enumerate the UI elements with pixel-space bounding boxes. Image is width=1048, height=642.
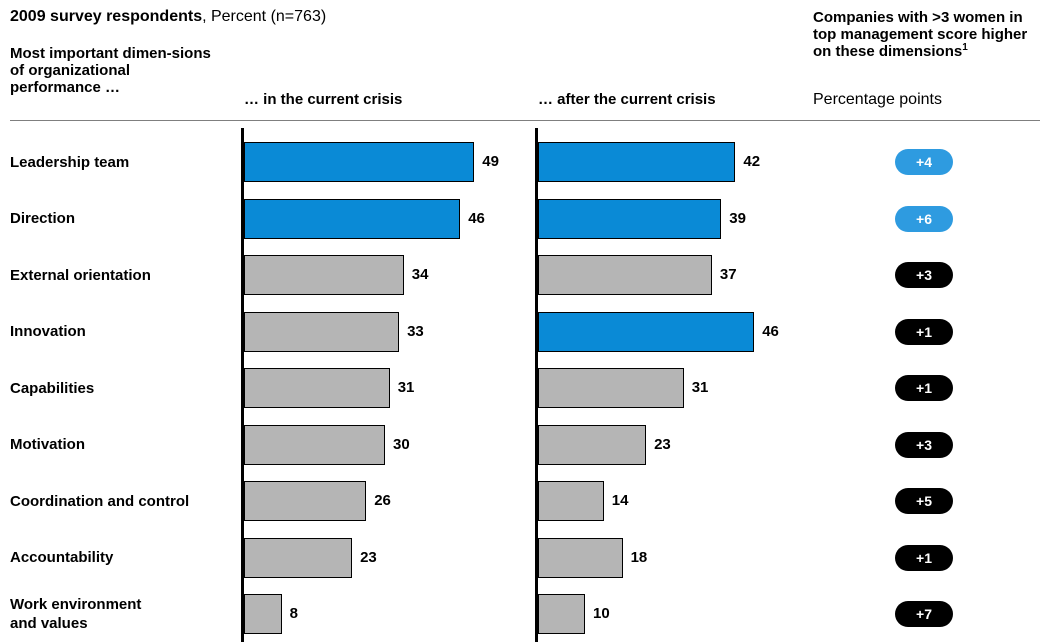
value-label-after: 23: [654, 435, 671, 453]
bar-current-crisis: [244, 142, 475, 182]
value-label-current: 34: [411, 266, 429, 283]
difference-badge: +3: [895, 431, 953, 458]
row-label: Motivation: [10, 435, 235, 454]
bar-after-crisis: [538, 255, 712, 295]
bar-current-crisis: [244, 594, 282, 634]
value-label-current: 46: [468, 209, 485, 227]
bar-current-crisis: [244, 424, 385, 465]
bar-after-crisis: [538, 424, 647, 465]
current-crisis-header: … in the current crisis: [244, 91, 403, 108]
row-label: Direction: [10, 209, 235, 228]
value-label-current: 31: [397, 379, 415, 396]
bar-after-crisis: [538, 311, 755, 352]
value-label-current: 30: [393, 435, 410, 453]
row-label-line: Innovation: [10, 323, 86, 340]
bar-after-crisis: [538, 198, 722, 239]
units-label: Percentage points: [813, 91, 942, 108]
bar-current-crisis: [244, 311, 400, 352]
bar-current-crisis: [244, 255, 404, 295]
companies-header-text: Companies with >3 women in top managemen…: [813, 9, 1028, 60]
bar-after-crisis: [538, 142, 736, 182]
after-crisis-header: … after the current crisis: [538, 91, 716, 108]
row-label-line: Motivation: [10, 436, 85, 453]
value-label-after: 46: [762, 322, 779, 340]
row-label-line: Capabilities: [10, 379, 95, 397]
value-label-after: 18: [630, 548, 648, 566]
bar-current-crisis: [244, 368, 390, 408]
axis-current: [241, 128, 244, 642]
bar-after-crisis: [538, 537, 623, 578]
difference-badge: +7: [895, 601, 953, 627]
difference-badge: +1: [895, 544, 953, 571]
bar-current-crisis: [244, 537, 353, 578]
title-rest: , Percent (n=763): [202, 8, 327, 25]
value-label-after: 31: [691, 379, 709, 396]
value-label-current: 33: [407, 322, 424, 340]
difference-badge: +5: [895, 488, 953, 514]
bar-current-crisis: [244, 481, 367, 521]
row-label: External orientation: [10, 266, 235, 285]
bar-after-crisis: [538, 594, 585, 634]
bar-current-crisis: [244, 198, 461, 239]
bar-after-crisis: [538, 368, 684, 408]
difference-badge: +1: [895, 375, 953, 401]
row-label: Coordination and control: [10, 492, 235, 511]
row-label: Leadership team: [10, 153, 235, 172]
value-label-after: 37: [719, 266, 737, 283]
value-label-current: 23: [360, 548, 377, 566]
value-label-current: 49: [482, 153, 499, 170]
row-label: Innovation: [10, 322, 235, 341]
row-label-line: External orientation: [10, 266, 151, 284]
axis-after: [535, 128, 538, 642]
row-label-line: Work environment: [10, 596, 142, 613]
value-label-after: 42: [743, 153, 761, 170]
row-label-line: Coordination and control: [10, 492, 190, 510]
footnote-marker: 1: [962, 42, 968, 53]
value-label-current: 26: [374, 492, 391, 509]
row-label: Capabilities: [10, 379, 235, 398]
difference-badge: +1: [895, 318, 953, 345]
value-label-current: 8: [289, 605, 298, 622]
row-label-line: Leadership team: [10, 153, 130, 171]
dimensions-header: Most important dimen-sions of organizati…: [10, 45, 211, 96]
value-label-after: 10: [593, 605, 610, 622]
row-label-line: Accountability: [10, 549, 114, 566]
row-label: Accountability: [10, 548, 235, 567]
title-bold: 2009 survey respondents: [10, 8, 203, 25]
chart-title: 2009 survey respondents, Percent (n=763): [10, 8, 326, 26]
value-label-after: 39: [729, 209, 746, 227]
bar-after-crisis: [538, 481, 604, 521]
companies-header: Companies with >3 women in top managemen…: [813, 9, 1043, 60]
difference-badge: +3: [895, 262, 953, 288]
row-label-line: and values: [10, 615, 88, 632]
row-label: Work environment and values: [10, 595, 235, 633]
row-label-line: Direction: [10, 210, 76, 227]
difference-badge: +4: [895, 149, 953, 175]
value-label-after: 14: [611, 492, 629, 509]
difference-badge: +6: [895, 205, 953, 232]
header-divider: [10, 120, 1040, 121]
